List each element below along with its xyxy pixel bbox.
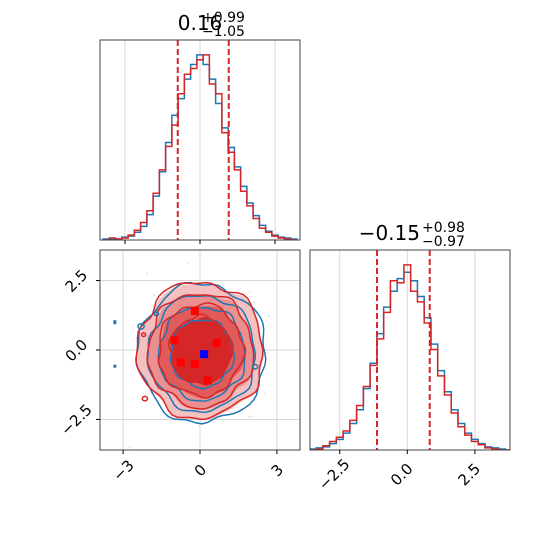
title-marginal-y-minus: −0.97 (422, 234, 465, 250)
outlier-mark (113, 320, 117, 325)
sample-marker (170, 336, 179, 345)
title-marginal-x-minus: −1.05 (202, 24, 245, 40)
histogram-series (103, 54, 297, 240)
scatter-point (128, 447, 131, 449)
scatter-point (267, 315, 270, 318)
histogram-series (310, 264, 510, 450)
contour-line-blue (169, 319, 235, 390)
scatter-point (250, 415, 253, 418)
histogram-steps (310, 264, 510, 450)
truth-marker (200, 350, 209, 359)
marginal-y-histogram: −2.5 0.0 2.5 (309, 249, 511, 494)
contour-line-red (146, 294, 255, 410)
outlier-contour (141, 395, 149, 402)
scatter-point (150, 305, 153, 308)
sample-marker (212, 339, 221, 348)
scatter-point (306, 341, 308, 343)
outlier-contour (137, 322, 145, 330)
x-tick-label: 0.0 (387, 460, 417, 490)
y-tick-label: −2.5 (57, 401, 95, 439)
title-marginal-x-plus: +0.99 (202, 10, 245, 26)
outlier-contour (140, 332, 147, 338)
marginal-x-histogram (99, 39, 301, 244)
contour-line-red (157, 302, 247, 399)
contour-line-red (135, 281, 264, 420)
sample-marker (190, 359, 199, 368)
y-tick-label: 0.0 (62, 336, 92, 366)
x-tick-label: 0 (191, 461, 210, 480)
x-tick-label: −3 (109, 456, 137, 484)
axes-frame (309, 249, 511, 451)
scatter-point (248, 416, 251, 419)
x-tick-label: 3 (268, 461, 287, 480)
scatter-point (187, 261, 190, 264)
outlier-mark (113, 364, 117, 368)
contour-line-red (167, 313, 234, 385)
scatter-point (153, 294, 155, 296)
y-tick-label: 2.5 (62, 266, 92, 296)
sample-marker (190, 307, 199, 316)
density-contour-panel: −3 0 3 −2.5 0.0 2.5 (57, 249, 308, 485)
scatter-point (253, 301, 256, 304)
contour-group (113, 261, 308, 449)
sample-marker (203, 376, 212, 385)
title-marginal-y-plus: +0.98 (422, 220, 465, 236)
x-tick-label: 2.5 (455, 460, 485, 490)
x-tick-label: −2.5 (315, 455, 353, 493)
scatter-point (146, 272, 148, 275)
outlier-contour (251, 363, 259, 370)
histogram-steps (102, 54, 298, 240)
scatter-point (248, 291, 251, 294)
title-marginal-x: 0.16 (178, 11, 223, 35)
outlier-contour (153, 311, 160, 317)
scatter-point (264, 392, 266, 395)
sample-marker (176, 358, 185, 367)
title-marginal-y: −0.15 (359, 221, 420, 245)
